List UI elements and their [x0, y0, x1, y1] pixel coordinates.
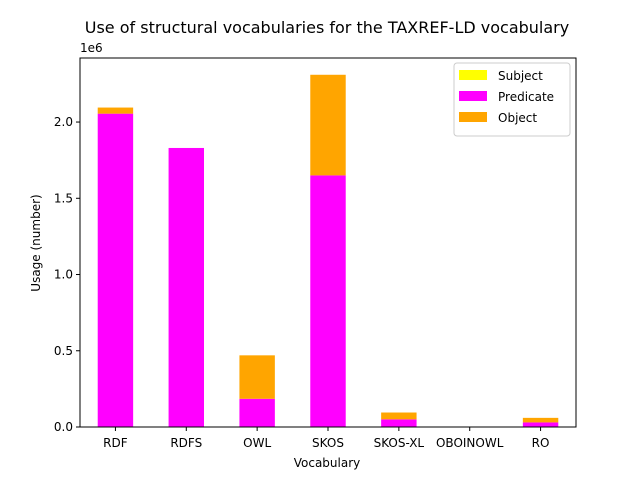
x-tick-label: RO — [532, 436, 550, 450]
x-tick-label: SKOS — [312, 436, 344, 450]
x-tick-label: OBOINOWL — [436, 436, 504, 450]
y-tick-label: 1.0 — [54, 268, 73, 282]
x-axis-label: Vocabulary — [294, 456, 361, 470]
x-tick-label: RDF — [103, 436, 128, 450]
legend-label-object: Object — [498, 111, 537, 125]
legend: Subject Predicate Object — [453, 62, 571, 137]
y-tick-label: 0.5 — [54, 344, 73, 358]
y-tick-label: 2.0 — [54, 115, 73, 129]
legend-label-subject: Subject — [498, 69, 543, 83]
bar-predicate-skos-xl — [381, 419, 417, 427]
bar-predicate-skos — [310, 175, 346, 427]
x-tick-label: SKOS-XL — [374, 436, 425, 450]
bar-object-rdf — [97, 107, 134, 114]
bar-predicate-rdfs — [168, 147, 204, 427]
y-tick-label: 1.5 — [54, 191, 73, 205]
bar-predicate-owl — [239, 398, 275, 427]
chart-title: Use of structural vocabularies for the T… — [85, 18, 569, 37]
bar-predicate-ro — [522, 422, 559, 427]
legend-swatch-predicate — [459, 91, 487, 101]
plot-frame — [79, 57, 577, 428]
bar-object-skos-xl — [381, 412, 417, 420]
legend-swatch-subject — [459, 70, 487, 80]
x-axis-ticks: RDF RDFS OWL SKOS SKOS-XL OBOINOWL RO — [103, 427, 549, 450]
bars-layer — [97, 74, 559, 427]
legend-swatch-object — [459, 112, 487, 122]
bar-object-ro — [522, 417, 559, 423]
x-tick-label: RDFS — [170, 436, 202, 450]
bar-object-owl — [239, 355, 275, 399]
y-axis-label: Usage (number) — [29, 194, 43, 291]
bar-object-skos — [310, 74, 346, 176]
y-axis-ticks: 0.0 0.5 1.0 1.5 2.0 — [54, 115, 80, 434]
bar-predicate-rdf — [97, 113, 134, 427]
x-tick-label: OWL — [243, 436, 271, 450]
legend-label-predicate: Predicate — [498, 90, 554, 104]
y-tick-label: 0.0 — [54, 420, 73, 434]
y-offset-label: 1e6 — [80, 41, 103, 55]
